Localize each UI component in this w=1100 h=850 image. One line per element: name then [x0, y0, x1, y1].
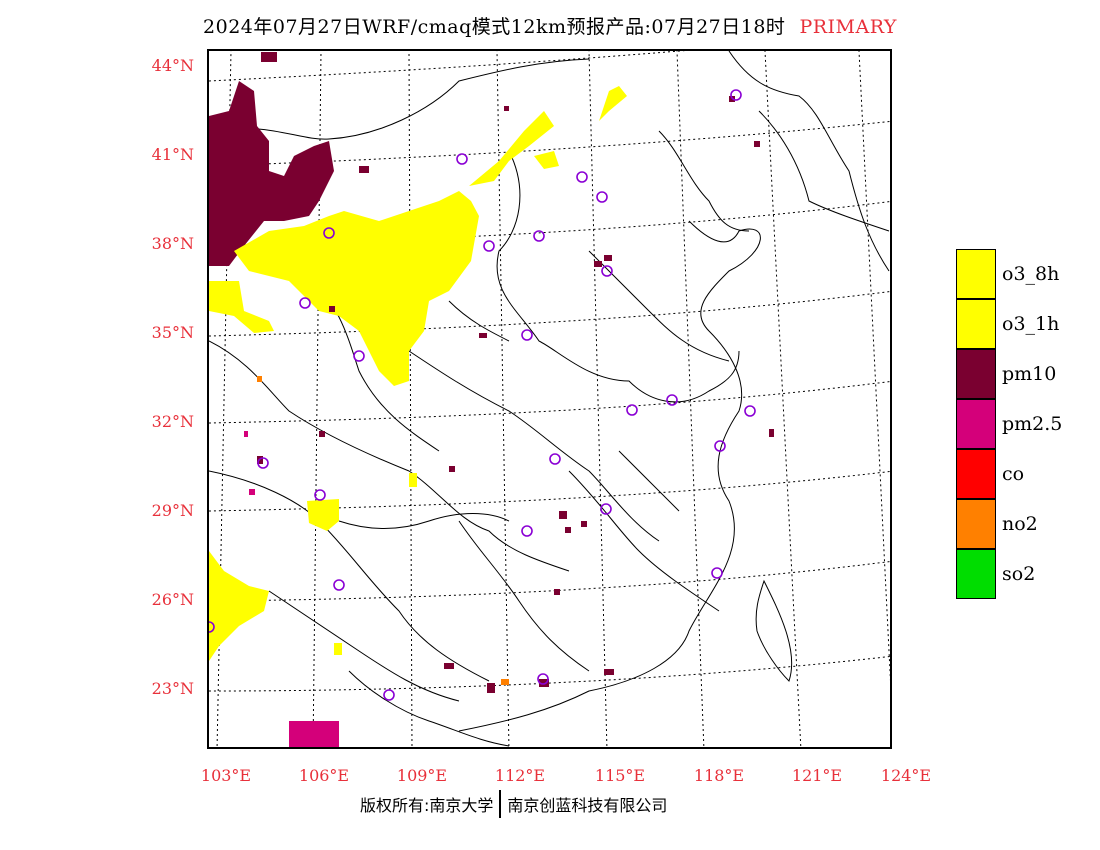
lat-label-32: 32°N — [151, 412, 194, 431]
lat-label-35: 35°N — [151, 323, 194, 342]
lon-label-124: 124°E — [880, 766, 932, 785]
legend-item-o3-1h: o3_1h — [956, 298, 1062, 349]
station-markers — [209, 89, 756, 701]
legend-swatch-so2 — [956, 548, 996, 599]
lon-label-109: 109°E — [396, 766, 448, 785]
lon-label-121: 121°E — [791, 766, 843, 785]
small-pollution-cells — [244, 96, 774, 747]
legend-swatch-o3-1h — [956, 298, 996, 349]
lat-label-44: 44°N — [151, 56, 194, 75]
copyright-owner: 版权所有:南京大学 — [360, 796, 494, 815]
legend-label-pm10: pm10 — [1002, 363, 1057, 385]
footer-divider — [499, 790, 502, 818]
legend-swatch-no2 — [956, 498, 996, 549]
lat-label-29: 29°N — [151, 501, 194, 520]
legend-label-o3-8h: o3_8h — [1002, 263, 1060, 285]
legend-item-co: co — [956, 448, 1062, 499]
legend-label-pm25: pm2.5 — [1002, 413, 1063, 435]
lat-label-26: 26°N — [151, 590, 194, 609]
legend-swatch-pm25 — [956, 398, 996, 449]
forecast-map — [207, 49, 892, 749]
legend-label-so2: so2 — [1002, 563, 1036, 585]
map-title: 2024年07月27日WRF/cmaq模式12km预报产品:07月27日18时 P… — [0, 12, 1100, 39]
legend-item-so2: so2 — [956, 548, 1062, 599]
lon-label-118: 118°E — [693, 766, 745, 785]
map-canvas — [209, 51, 890, 747]
legend-item-no2: no2 — [956, 498, 1062, 549]
lat-label-38: 38°N — [151, 234, 194, 253]
title-text: 2024年07月27日WRF/cmaq模式12km预报产品:07月27日18时 — [203, 16, 786, 38]
legend-label-no2: no2 — [1002, 513, 1038, 535]
lon-label-106: 106°E — [298, 766, 350, 785]
lon-label-103: 103°E — [200, 766, 252, 785]
lon-label-112: 112°E — [494, 766, 546, 785]
legend-item-o3-8h: o3_8h — [956, 248, 1062, 299]
boundaries — [209, 51, 890, 747]
legend-label-o3-1h: o3_1h — [1002, 313, 1060, 335]
legend-label-co: co — [1002, 463, 1025, 485]
legend-swatch-o3-8h — [956, 248, 996, 299]
legend-swatch-co — [956, 448, 996, 499]
copyright-footer: 版权所有:南京大学 南京创蓝科技有限公司 — [360, 790, 667, 818]
lon-label-115: 115°E — [594, 766, 646, 785]
o3-regions — [209, 86, 627, 661]
copyright-company: 南京创蓝科技有限公司 — [507, 796, 668, 815]
pm10-regions — [209, 52, 369, 266]
primary-badge: PRIMARY — [799, 16, 897, 38]
legend-swatch-pm10 — [956, 348, 996, 399]
legend-item-pm10: pm10 — [956, 348, 1062, 399]
lat-label-41: 41°N — [151, 145, 194, 164]
lat-label-23: 23°N — [151, 679, 194, 698]
legend-item-pm25: pm2.5 — [956, 398, 1063, 449]
pollutant-legend: o3_8h o3_1h pm10 pm2.5 co no2 so2 — [956, 248, 1063, 599]
